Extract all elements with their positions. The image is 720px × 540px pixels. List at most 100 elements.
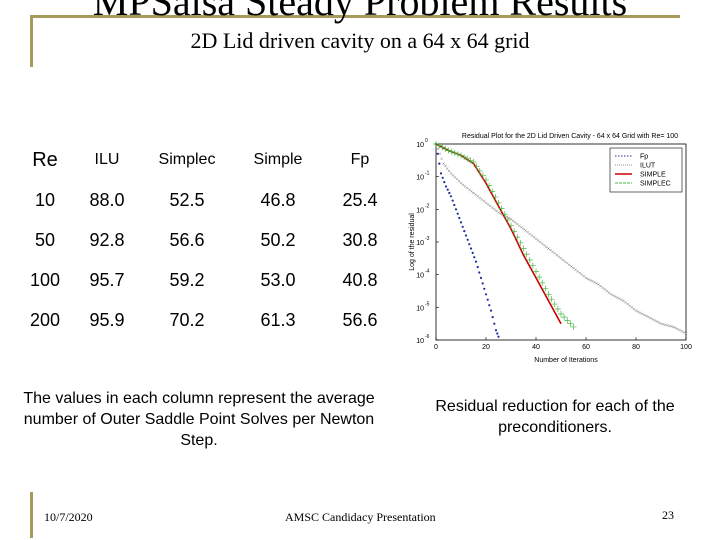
cell-re: 200	[29, 309, 61, 330]
results-table: Re ILU Simplec Simple Fp 10 88.0 52.5 46…	[16, 140, 398, 340]
data-point	[443, 181, 446, 184]
data-point	[444, 164, 447, 168]
data-point	[557, 255, 561, 258]
data-point	[655, 320, 659, 323]
data-point	[511, 219, 515, 223]
data-point	[603, 288, 607, 291]
data-point	[515, 222, 519, 226]
x-tick-label: 80	[632, 344, 640, 351]
residual-plot: Residual Plot for the 2D Lid Driven Cavi…	[409, 133, 692, 364]
data-point	[545, 245, 548, 249]
data-point	[561, 314, 568, 321]
data-point	[626, 302, 629, 306]
data-point	[651, 318, 654, 321]
data-point	[661, 322, 665, 326]
data-point	[486, 298, 489, 301]
data-point	[601, 286, 604, 290]
legend-box	[609, 147, 683, 193]
data-point	[453, 176, 457, 179]
data-point	[490, 206, 494, 209]
cell-re: 100	[29, 269, 61, 290]
y-tick-base: 10	[416, 175, 424, 182]
data-point	[659, 322, 663, 325]
data-point	[436, 152, 439, 155]
data-point	[549, 248, 552, 252]
data-point	[483, 176, 489, 183]
cell-fp: 25.4	[342, 189, 378, 210]
data-point	[607, 291, 611, 294]
data-point	[494, 329, 498, 332]
footer-presentation-title: AMSC Candidacy Presentation	[285, 510, 436, 524]
data-point	[461, 225, 464, 228]
table-caption: The values in each column represent the …	[23, 390, 375, 449]
data-point	[458, 152, 464, 159]
series-line	[435, 143, 562, 325]
data-point	[523, 251, 530, 258]
data-point	[448, 191, 451, 195]
series-layer	[433, 141, 688, 338]
header-ilu: ILU	[94, 151, 120, 168]
data-point	[511, 228, 518, 235]
data-point	[476, 194, 479, 198]
data-point	[445, 147, 452, 154]
data-point	[632, 307, 636, 311]
table-header-row: Re ILU Simplec Simple Fp	[16, 140, 398, 180]
data-point	[454, 151, 461, 158]
data-point	[466, 238, 469, 241]
chart-title: Residual Plot for the 2D Lid Driven Cavi…	[462, 133, 678, 140]
plot-caption: Residual reduction for each of the preco…	[435, 398, 675, 436]
y-tick-exponent: -1	[425, 171, 430, 177]
data-point	[595, 282, 598, 285]
y-tick-base: 10	[416, 207, 424, 214]
data-point	[474, 260, 478, 263]
data-point	[488, 204, 492, 208]
data-point	[536, 274, 543, 281]
data-point	[678, 328, 682, 332]
data-point	[555, 253, 559, 257]
data-point	[684, 332, 688, 335]
data-point	[468, 243, 471, 246]
data-point	[468, 188, 471, 192]
header-simple: Simple	[253, 151, 303, 168]
data-point	[486, 182, 493, 189]
data-point	[649, 316, 652, 320]
data-point	[565, 261, 569, 265]
table-row: 10 88.0 52.5 46.8 25.4	[16, 180, 398, 220]
data-point	[453, 203, 456, 207]
cell-simple: 46.8	[260, 189, 296, 210]
data-point	[440, 157, 443, 160]
y-tick-base: 10	[416, 273, 424, 280]
data-point	[553, 252, 557, 255]
data-point	[456, 212, 459, 215]
data-point	[444, 185, 448, 188]
data-point	[634, 309, 638, 312]
series-simple	[435, 143, 562, 325]
cell-fp: 56.6	[342, 309, 378, 330]
table-row: 50 92.8 56.6 50.2 30.8	[16, 220, 398, 260]
y-tick-exponent: -5	[425, 301, 430, 307]
data-point	[590, 279, 594, 283]
data-point	[636, 310, 640, 313]
data-point	[558, 310, 564, 317]
x-axis-label: Number of Iterations	[534, 357, 598, 364]
data-point	[680, 330, 684, 333]
data-point	[547, 247, 550, 250]
data-point	[551, 301, 558, 308]
data-point	[436, 142, 443, 149]
x-tick-label: 20	[482, 344, 490, 351]
data-point	[529, 262, 536, 269]
data-point	[501, 211, 508, 218]
title-frame-top	[30, 15, 680, 18]
cell-ilu: 95.9	[89, 309, 125, 330]
data-point	[517, 239, 524, 246]
header-fp: Fp	[350, 151, 370, 168]
data-point	[640, 312, 644, 316]
data-point	[484, 201, 488, 205]
cell-re: 10	[34, 189, 56, 210]
data-point	[465, 186, 469, 190]
data-point	[504, 216, 511, 223]
data-point	[489, 188, 496, 195]
data-point	[497, 335, 500, 338]
cell-fp: 40.8	[342, 269, 378, 290]
x-tick-label: 100	[680, 344, 692, 351]
